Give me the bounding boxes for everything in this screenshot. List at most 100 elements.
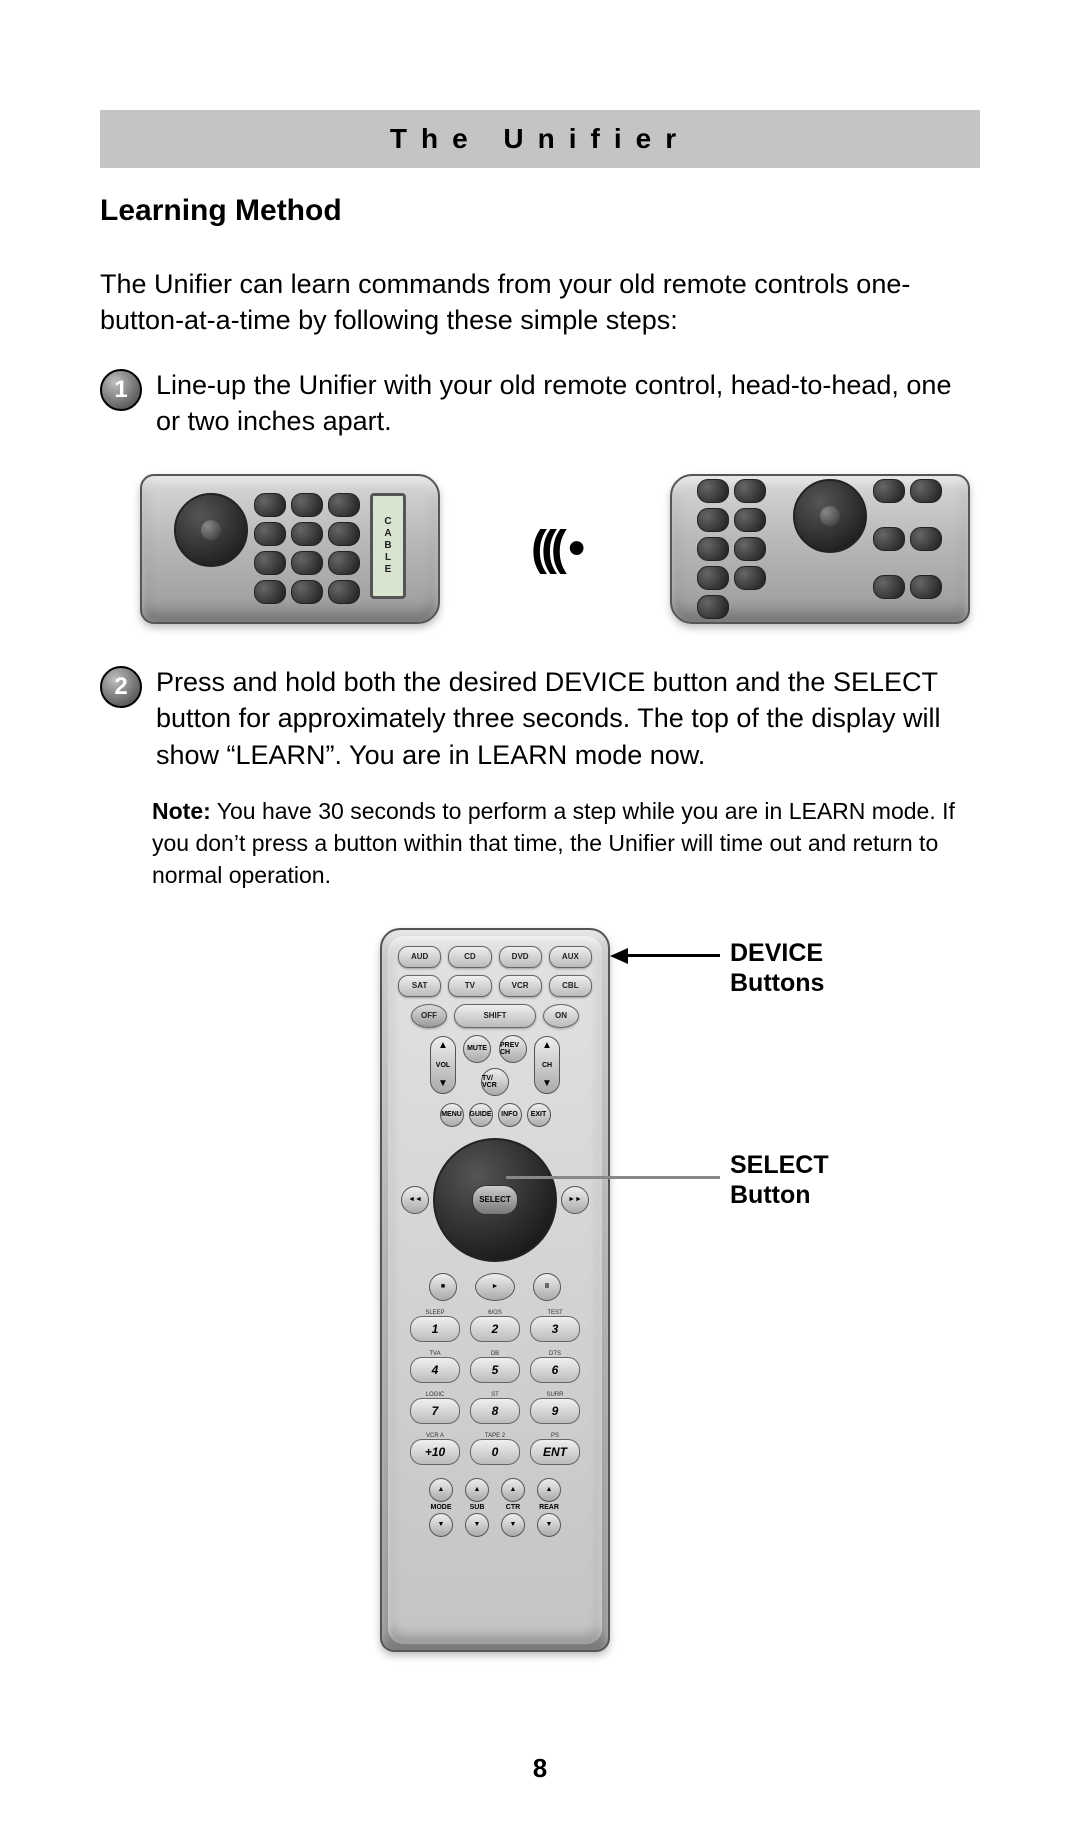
num-fn-label: ST <box>491 1392 499 1398</box>
down-icon: ▼ <box>537 1513 561 1537</box>
prev-ch-button: PREV CH <box>499 1035 527 1063</box>
num-fn-label: VCR A <box>426 1433 444 1439</box>
off-button: OFF <box>411 1004 447 1028</box>
dpad-icon <box>793 479 867 553</box>
num-fn-label: LOGIC <box>426 1392 445 1398</box>
header-bar: The Unifier <box>100 110 980 168</box>
remote-button-icon <box>328 522 360 546</box>
remote-button-icon <box>910 479 942 503</box>
mute-button: MUTE <box>463 1035 491 1063</box>
num-9: 9 <box>530 1398 580 1424</box>
remote-old-horizontal <box>670 474 970 624</box>
spk-label: SUB <box>470 1504 485 1511</box>
down-icon: ▼ <box>465 1513 489 1537</box>
arrow-line <box>628 954 720 957</box>
remote-unifier-vertical: AUD CD DVD AUX SAT TV VCR CBL OFF SHIFT … <box>380 928 610 1652</box>
remote-button-icon <box>291 493 323 517</box>
pause-button: II <box>533 1273 561 1301</box>
play-button: ► <box>475 1273 515 1301</box>
device-button: CBL <box>549 975 592 997</box>
select-button: SELECT <box>472 1185 518 1215</box>
remote-button-icon <box>734 479 766 503</box>
remote-button-icon <box>254 522 286 546</box>
down-arrow-icon: ▼ <box>438 1079 448 1089</box>
ch-label: CH <box>542 1062 552 1069</box>
stop-button: ■ <box>429 1273 457 1301</box>
illustration-head-to-head: CABLE ((( • <box>140 474 970 624</box>
num-1: 1 <box>410 1316 460 1342</box>
note-paragraph: Note: You have 30 seconds to perform a s… <box>152 795 980 892</box>
num-2: 2 <box>470 1316 520 1342</box>
num-0: 0 <box>470 1439 520 1465</box>
num-6: 6 <box>530 1357 580 1383</box>
down-arrow-icon: ▼ <box>542 1079 552 1089</box>
section-title: Learning Method <box>100 194 980 228</box>
step-2-text: Press and hold both the desired DEVICE b… <box>156 664 980 773</box>
device-button: CD <box>448 946 491 968</box>
speaker-rear-stack: ▲ REAR ▼ <box>537 1478 561 1537</box>
remote-button-icon <box>734 508 766 532</box>
remote-button-icon <box>328 551 360 575</box>
remote-button-icon <box>910 527 942 551</box>
remote-button-icon <box>697 595 729 619</box>
note-text: You have 30 seconds to perform a step wh… <box>152 798 955 888</box>
num-fn-label: DTS <box>549 1351 561 1357</box>
speaker-sub-stack: ▲ SUB ▼ <box>465 1478 489 1537</box>
remote-callout-illustration: AUD CD DVD AUX SAT TV VCR CBL OFF SHIFT … <box>260 928 820 1648</box>
num-8: 8 <box>470 1398 520 1424</box>
up-arrow-icon: ▲ <box>542 1041 552 1051</box>
remote-button-icon <box>734 537 766 561</box>
intro-paragraph: The Unifier can learn commands from your… <box>100 266 980 339</box>
callout-device: DEVICE Buttons <box>730 938 824 998</box>
device-button: SAT <box>398 975 441 997</box>
remote-button-icon <box>254 551 286 575</box>
device-button: AUD <box>398 946 441 968</box>
step-1: 1 Line-up the Unifier with your old remo… <box>100 367 980 440</box>
speaker-ctr-stack: ▲ CTR ▼ <box>501 1478 525 1537</box>
down-icon: ▼ <box>429 1513 453 1537</box>
remote-button-icon <box>910 575 942 599</box>
remote-button-icon <box>697 566 729 590</box>
device-button: DVD <box>499 946 542 968</box>
shift-button: SHIFT <box>454 1004 536 1028</box>
num-fn-label: TEST <box>547 1310 562 1316</box>
remote-unifier-horizontal: CABLE <box>140 474 440 624</box>
device-button: VCR <box>499 975 542 997</box>
num-fn-label: TVA <box>429 1351 440 1357</box>
up-icon: ▲ <box>429 1478 453 1502</box>
device-button: TV <box>448 975 491 997</box>
step-2: 2 Press and hold both the desired DEVICE… <box>100 664 980 773</box>
num-5: 5 <box>470 1357 520 1383</box>
remote-button-icon <box>873 527 905 551</box>
remote-button-icon <box>873 575 905 599</box>
down-icon: ▼ <box>501 1513 525 1537</box>
up-icon: ▲ <box>537 1478 561 1502</box>
num-fn-label: TAPE 2 <box>485 1433 505 1439</box>
spk-label: MODE <box>431 1504 452 1511</box>
num-fn-label: PS <box>551 1433 559 1439</box>
remote-button-icon <box>328 493 360 517</box>
callout-select: SELECT Button <box>730 1150 829 1210</box>
device-button: AUX <box>549 946 592 968</box>
tv-vcr-button: TV/ VCR <box>481 1068 509 1096</box>
remote-button-icon <box>254 493 286 517</box>
step-2-badge: 2 <box>100 666 142 708</box>
ir-signal-icon: ((( • <box>525 521 585 576</box>
up-icon: ▲ <box>501 1478 525 1502</box>
remote-button-icon <box>291 580 323 604</box>
spk-label: CTR <box>506 1504 520 1511</box>
step-1-text: Line-up the Unifier with your old remote… <box>156 367 980 440</box>
guide-button: GUIDE <box>469 1103 493 1127</box>
num-plus10: +10 <box>410 1439 460 1465</box>
num-4: 4 <box>410 1357 460 1383</box>
remote-lcd: CABLE <box>370 493 406 599</box>
remote-button-icon <box>697 537 729 561</box>
remote-button-icon <box>697 508 729 532</box>
note-label: Note: <box>152 798 211 824</box>
num-fn-label: SURR <box>546 1392 563 1398</box>
vol-rocker: ▲ VOL ▼ <box>430 1036 456 1094</box>
remote-button-icon <box>328 580 360 604</box>
info-button: INFO <box>498 1103 522 1127</box>
leader-line <box>506 1176 720 1179</box>
up-arrow-icon: ▲ <box>438 1041 448 1051</box>
